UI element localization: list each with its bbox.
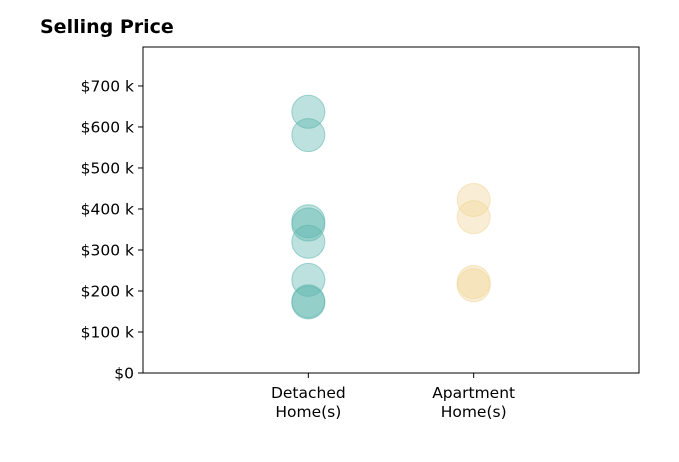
x-tick-label: Apartment Home(s): [432, 384, 515, 421]
x-tick-label: Detached Home(s): [271, 384, 346, 421]
y-tick-label: $600 k: [81, 118, 134, 136]
data-point: [291, 207, 326, 242]
data-point: [291, 94, 326, 129]
y-tick-label: $400 k: [81, 200, 134, 218]
y-tick-label: $200 k: [81, 282, 134, 300]
y-tick-label: $0: [114, 365, 134, 383]
y-tick-label: $500 k: [81, 159, 134, 177]
data-point: [456, 182, 491, 217]
x-axis: Detached Home(s) Apartment Home(s): [271, 373, 515, 421]
plot-frame: [142, 46, 640, 374]
y-tick-label: $700 k: [81, 77, 134, 95]
data-point: [456, 268, 491, 303]
y-tick-label: $100 k: [81, 323, 134, 341]
chart-title: Selling Price: [40, 16, 174, 38]
y-tick-label: $300 k: [81, 241, 134, 259]
data-point: [291, 118, 326, 153]
data-points: [291, 94, 491, 320]
data-point: [291, 224, 326, 259]
data-point: [291, 285, 326, 320]
y-axis: $0 $100 k $200 k $300 k $400 k $500 k $600 k $7…: [81, 77, 143, 383]
data-point: [456, 200, 491, 235]
